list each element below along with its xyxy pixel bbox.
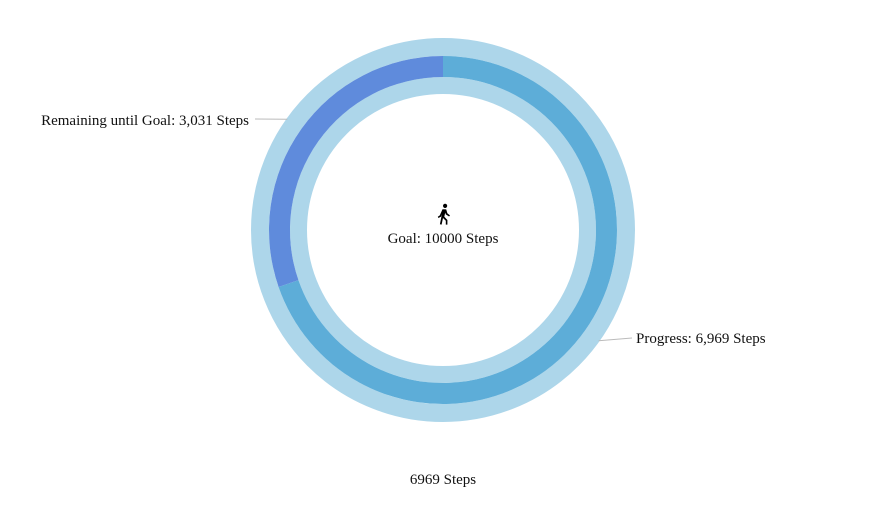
inner-track-ring bbox=[290, 77, 596, 383]
slice-leader-lines bbox=[254, 118, 633, 342]
donut-slices bbox=[269, 56, 618, 404]
outer-track-ring bbox=[251, 38, 635, 422]
walking-person-icon bbox=[437, 203, 450, 225]
leader-line-progress bbox=[598, 337, 633, 342]
remaining-slice-label: Remaining until Goal: 3,031 Steps bbox=[41, 113, 249, 129]
steps-total-label: 6969 Steps bbox=[410, 472, 476, 488]
goal-center-label: Goal: 10000 Steps bbox=[388, 231, 499, 247]
slice-remaining-until-goal bbox=[269, 56, 443, 287]
progress-slice-label: Progress: 6,969 Steps bbox=[636, 331, 766, 347]
